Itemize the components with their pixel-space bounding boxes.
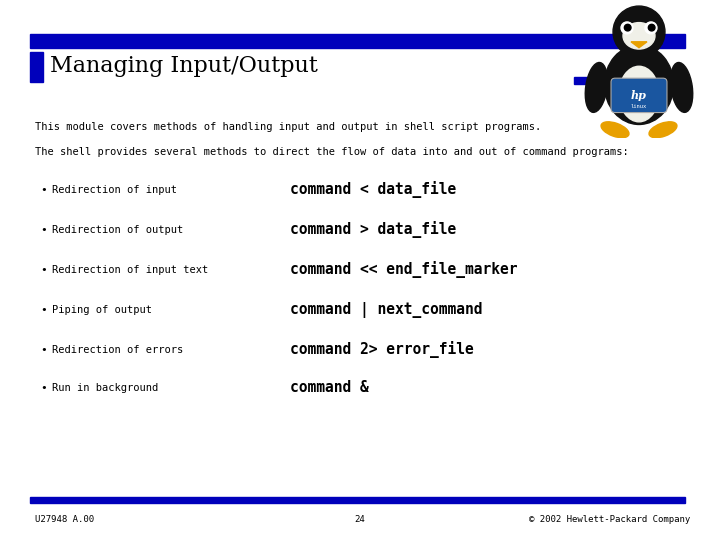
Ellipse shape: [601, 122, 629, 138]
Text: Redirection of input text: Redirection of input text: [52, 265, 208, 275]
Text: command << end_file_marker: command << end_file_marker: [290, 261, 518, 279]
Text: 24: 24: [355, 516, 365, 524]
Text: command 2> error_file: command 2> error_file: [290, 341, 474, 359]
Text: U27948 A.00: U27948 A.00: [35, 516, 94, 524]
Ellipse shape: [604, 45, 674, 124]
Text: Run in background: Run in background: [52, 383, 158, 393]
Bar: [574, 77, 685, 84]
Text: The shell provides several methods to direct the flow of data into and out of co: The shell provides several methods to di…: [35, 147, 629, 157]
Text: This module covers methods of handling input and output in shell script programs: This module covers methods of handling i…: [35, 122, 541, 132]
Text: •: •: [40, 305, 47, 315]
Bar: [30, 497, 685, 503]
Text: command > data_file: command > data_file: [290, 221, 456, 239]
Circle shape: [648, 24, 655, 31]
Bar: [30, 52, 43, 82]
Text: Redirection of output: Redirection of output: [52, 225, 184, 235]
Ellipse shape: [619, 66, 659, 122]
Text: command < data_file: command < data_file: [290, 181, 456, 199]
Ellipse shape: [585, 63, 608, 112]
Ellipse shape: [670, 63, 693, 112]
Text: command &: command &: [290, 381, 369, 395]
Circle shape: [621, 22, 633, 34]
Text: Managing Input/Output: Managing Input/Output: [50, 55, 318, 77]
Text: •: •: [40, 265, 47, 275]
Ellipse shape: [649, 122, 677, 138]
Text: hp: hp: [631, 90, 647, 101]
Text: © 2002 Hewlett-Packard Company: © 2002 Hewlett-Packard Company: [528, 516, 690, 524]
Text: Piping of output: Piping of output: [52, 305, 152, 315]
Text: command | next_command: command | next_command: [290, 302, 482, 318]
FancyBboxPatch shape: [611, 78, 667, 112]
Circle shape: [645, 22, 657, 34]
Text: •: •: [40, 383, 47, 393]
Text: Redirection of errors: Redirection of errors: [52, 345, 184, 355]
Bar: [30, 34, 685, 48]
Circle shape: [613, 6, 665, 58]
Ellipse shape: [623, 23, 655, 49]
Polygon shape: [631, 42, 647, 48]
Circle shape: [624, 24, 631, 31]
Text: Redirection of input: Redirection of input: [52, 185, 177, 195]
Text: linux: linux: [631, 104, 647, 109]
Text: •: •: [40, 185, 47, 195]
Text: •: •: [40, 225, 47, 235]
Text: •: •: [40, 345, 47, 355]
